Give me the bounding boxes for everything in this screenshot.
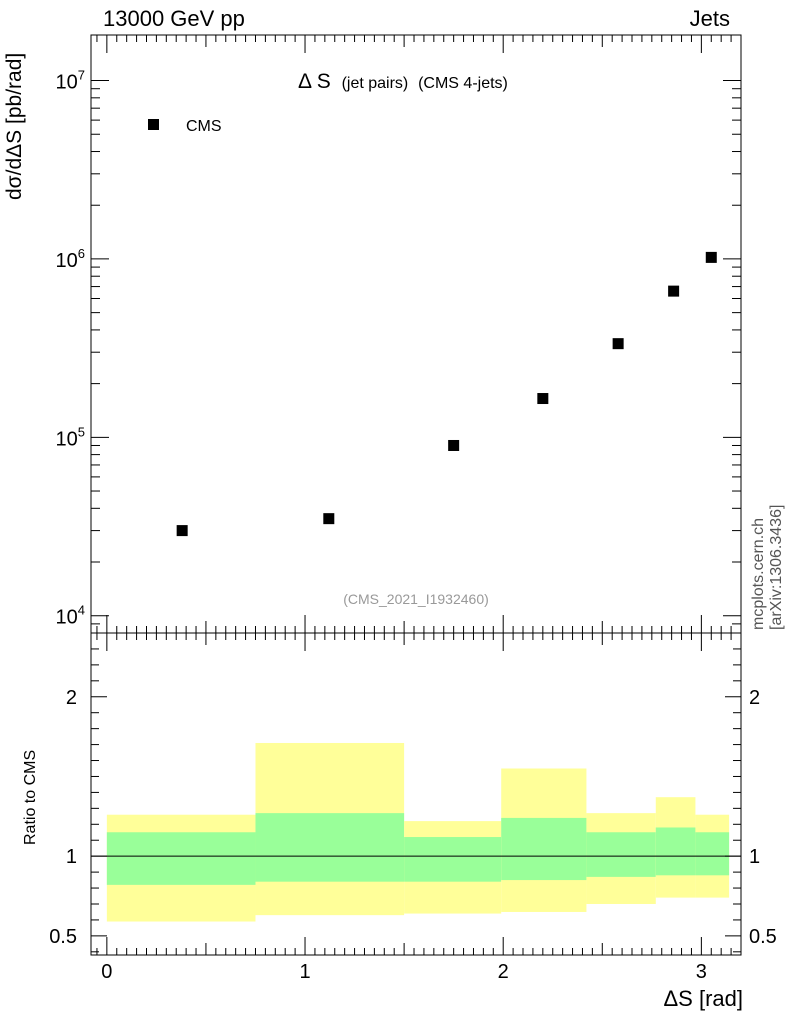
main-data-points	[176, 251, 717, 537]
data-point-4	[612, 338, 624, 350]
plot-title-paren1: (jet pairs)	[342, 75, 409, 92]
analysis-id: (CMS_2021_I1932460)	[343, 591, 489, 607]
ratio-inner-band-2	[404, 837, 502, 882]
ratio-inner-band-4	[586, 832, 656, 877]
plot-title-main: Δ S	[298, 70, 331, 93]
ratio-inner-band-1	[255, 813, 405, 882]
data-point-1	[323, 513, 335, 525]
category-label: Jets	[689, 6, 730, 31]
ratio-plot-frame	[90, 632, 742, 956]
data-point-6	[705, 251, 717, 263]
main-y-tick-label: 104	[56, 603, 85, 629]
x-tick-label: 3	[696, 961, 707, 983]
main-y-tick-label: 107	[56, 68, 85, 94]
ratio-inner-band-0	[106, 832, 256, 885]
process-label: 13000 GeV pp	[103, 6, 245, 31]
data-point-3	[537, 393, 549, 405]
plot-title-paren2: (CMS 4-jets)	[418, 75, 508, 92]
x-tick-label: 2	[498, 961, 509, 983]
ratio-inner-band-3	[501, 817, 587, 881]
x-axis-label: ΔS [rad]	[663, 986, 743, 1011]
ratio-inner-band-6	[695, 832, 730, 876]
ratio-bands	[106, 742, 730, 922]
ratio-y-tick-label-right: 2	[749, 687, 760, 709]
ratio-y-tick-label-left: 0.5	[49, 926, 77, 948]
main-y-tick-label: 105	[56, 424, 85, 450]
ratio-inner-band-5	[655, 827, 696, 876]
axis-ticks	[91, 35, 742, 955]
main-y-tick-label: 106	[56, 246, 85, 272]
ratio-y-tick-label-left: 2	[66, 687, 77, 709]
x-tick-label: 1	[299, 961, 310, 983]
data-point-0	[176, 525, 188, 537]
ratio-y-tick-label-right: 1	[749, 846, 760, 868]
ratio-y-tick-label-right: 0.5	[749, 926, 777, 948]
ratio-y-tick-label-left: 1	[66, 846, 77, 868]
data-point-2	[448, 439, 460, 451]
plot-frames	[90, 34, 742, 956]
legend-label: CMS	[186, 118, 222, 135]
legend-marker	[148, 119, 159, 130]
plot-title: Δ S (jet pairs) (CMS 4-jets)	[298, 70, 508, 93]
axis-tick-labels: 104 105 106 107 0 1 2 3 0.5 0.5 1 1 2 2	[49, 68, 777, 983]
data-point-5	[668, 285, 680, 297]
x-tick-label: 0	[101, 961, 112, 983]
